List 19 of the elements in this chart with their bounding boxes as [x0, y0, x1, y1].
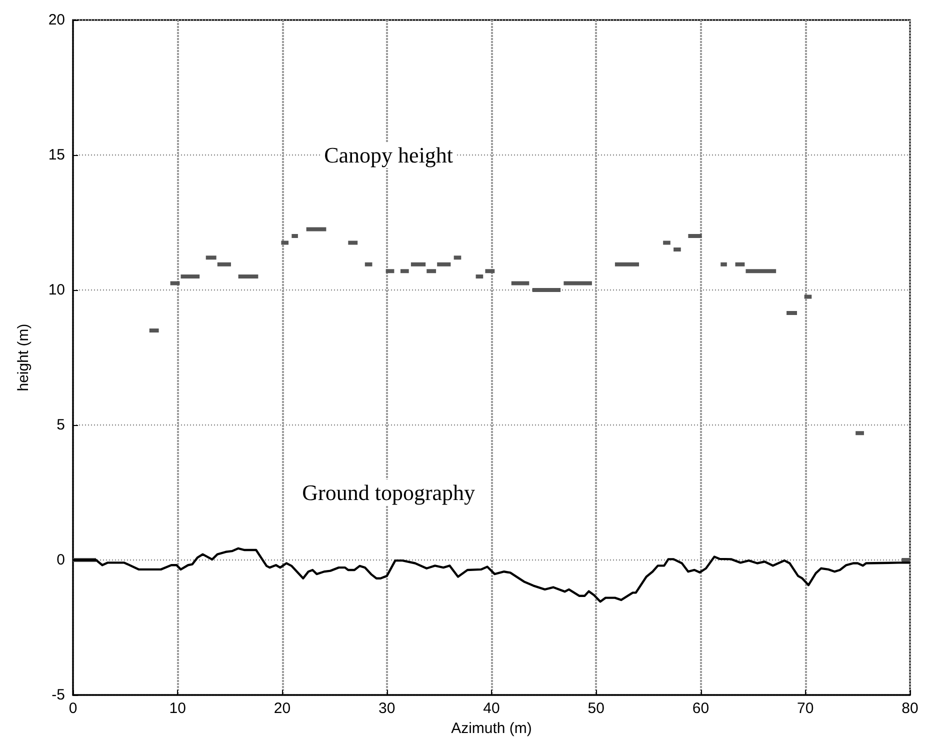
y-tick-label: 5	[56, 416, 65, 434]
x-axis-title: Azimuth (m)	[451, 720, 532, 737]
y-tick-label: 15	[48, 146, 65, 164]
x-tick-label: 80	[902, 700, 918, 717]
y-axis-title: height (m)	[15, 324, 32, 392]
x-tick-label: 60	[692, 700, 710, 717]
x-tick-label: 0	[68, 700, 78, 717]
annotation: Ground topography	[302, 480, 476, 505]
annotation: Canopy height	[324, 142, 454, 168]
y-tick-label: -5	[52, 686, 65, 704]
x-tick-label: 30	[378, 700, 396, 717]
x-tick-label: 70	[797, 700, 814, 717]
x-tick-label: 10	[169, 700, 186, 717]
y-tick-label: 0	[56, 552, 65, 568]
x-tick-label: 50	[588, 700, 604, 717]
x-tick-label: 40	[483, 700, 500, 717]
y-tick-label: 20	[48, 12, 65, 28]
x-tick-label: 20	[274, 700, 291, 717]
y-tick-label: 10	[48, 282, 65, 298]
